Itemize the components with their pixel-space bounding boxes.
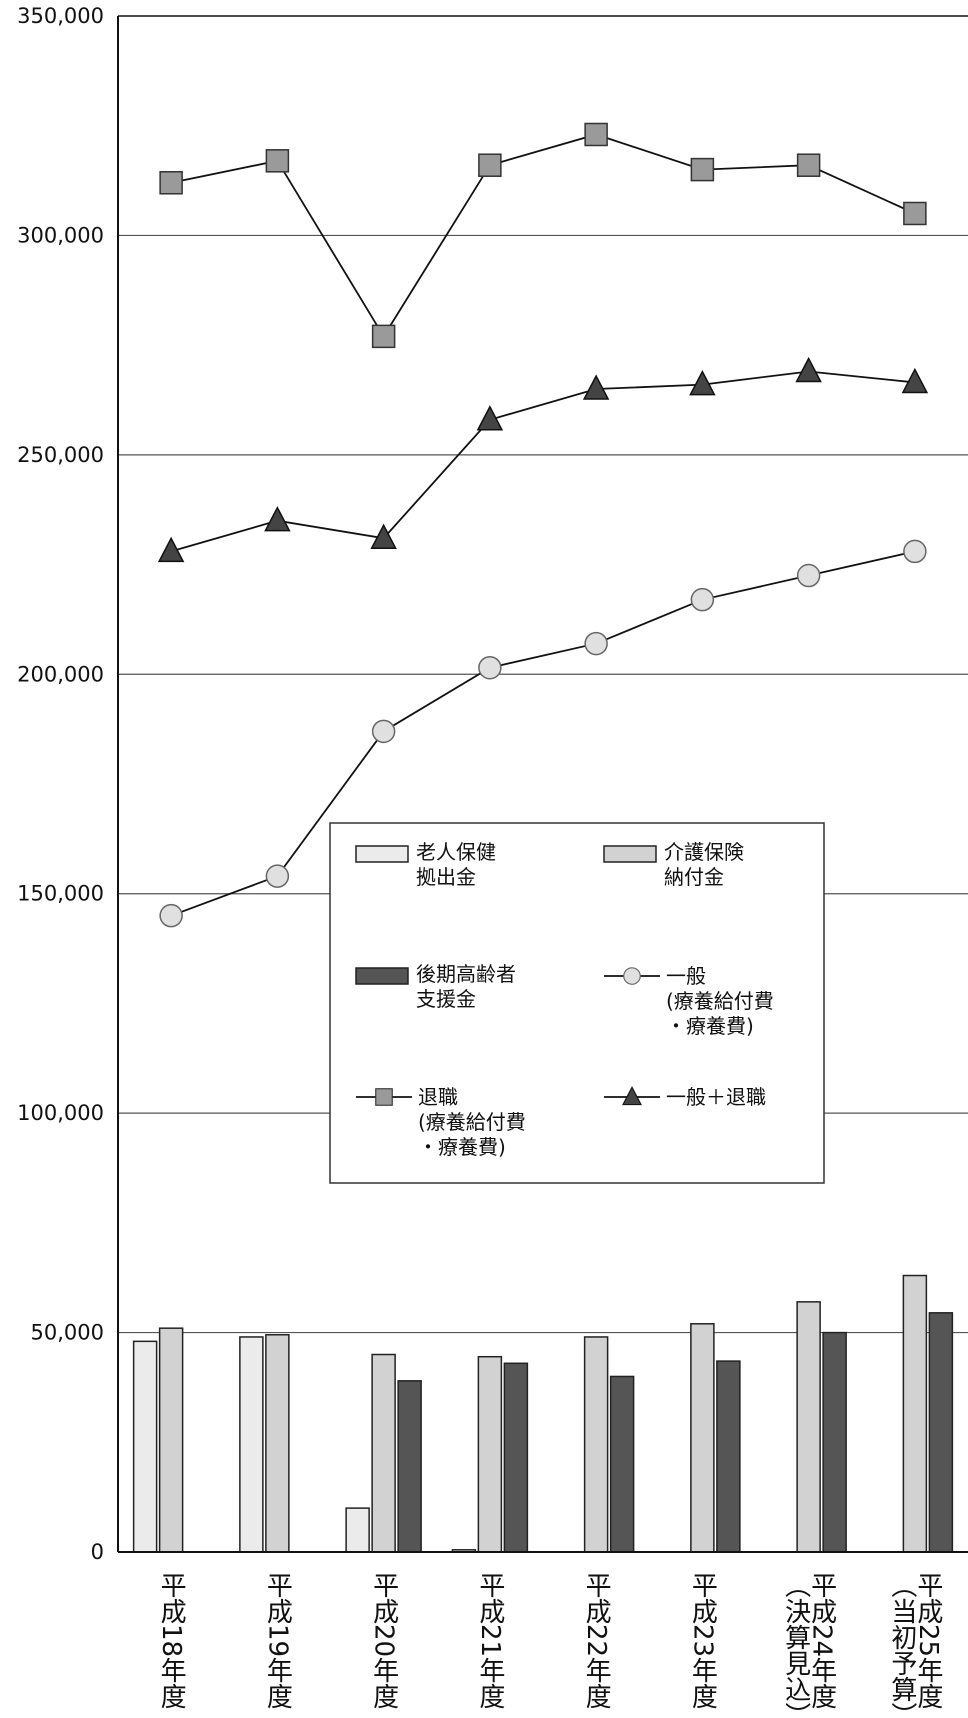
- line-point: [690, 587, 715, 612]
- x-tick-label: 平成22年度: [581, 1572, 611, 1709]
- bar: [371, 1353, 396, 1553]
- line-point: [265, 864, 290, 888]
- x-tick-label: 平成18年度: [156, 1572, 186, 1709]
- bar: [239, 1336, 264, 1553]
- legend-swatch: [355, 845, 409, 863]
- line-point: [371, 719, 396, 744]
- x-tick-label: 平成21年度: [475, 1572, 505, 1709]
- line-point: [901, 367, 929, 394]
- line-point: [476, 405, 504, 431]
- legend-swatch: [355, 967, 409, 985]
- x-tick-label: 平成19年度: [262, 1572, 292, 1709]
- bar: [345, 1507, 370, 1553]
- line-point: [689, 370, 716, 396]
- line-point: [796, 153, 821, 177]
- axes: [117, 15, 968, 1553]
- legend-box: [329, 822, 825, 1184]
- series-line: [170, 550, 916, 917]
- bar: [583, 1336, 609, 1553]
- line-marks: [157, 122, 929, 928]
- bar: [690, 1323, 715, 1553]
- y-tick-label: 350,000: [17, 4, 104, 28]
- line-point: [903, 201, 927, 226]
- y-tick-label: 200,000: [17, 662, 104, 686]
- bar: [132, 1340, 158, 1553]
- x-tick-label: 平成20年度: [369, 1572, 399, 1709]
- line-point: [264, 506, 291, 532]
- bar: [158, 1327, 184, 1553]
- bar: [796, 1301, 821, 1553]
- line-point: [903, 539, 927, 564]
- line-point: [584, 631, 608, 656]
- legend-marker: [375, 1088, 393, 1106]
- line-point: [159, 171, 183, 195]
- x-tick-label: （決算見込）: [781, 1572, 811, 1718]
- bar: [928, 1312, 954, 1553]
- series-line: [170, 370, 915, 553]
- line-point: [157, 536, 185, 563]
- legend-label: 一般(療養給付費・療養費): [666, 964, 774, 1038]
- x-tick-label: 平成24年度: [807, 1572, 837, 1709]
- legend-marker: [623, 967, 641, 985]
- x-tick-label: 平成25年度: [913, 1572, 943, 1709]
- series-line: [170, 133, 916, 339]
- line-point: [582, 374, 610, 400]
- x-axis-category-labels: 平成18年度 平成19年度 平成20年度 平成21年度 平成22年度 平成23年度 平成24…: [156, 1572, 943, 1718]
- line-point: [265, 149, 290, 173]
- y-axis-tick-labels: 0 50,000 100,000 150,000 200,000 250,000 300,0…: [17, 4, 104, 1564]
- bar: [265, 1334, 290, 1553]
- bar: [477, 1355, 503, 1553]
- bar: [716, 1360, 741, 1553]
- y-tick-label: 100,000: [17, 1101, 104, 1125]
- y-tick-label: 250,000: [17, 443, 104, 467]
- bar: [822, 1331, 847, 1553]
- line-point: [690, 157, 715, 182]
- legend-label: 老人保健拠出金: [416, 840, 496, 889]
- legend-label: 一般＋退職: [666, 1085, 766, 1109]
- y-tick-label: 0: [91, 1540, 104, 1564]
- x-tick-label: 平成23年度: [687, 1572, 717, 1709]
- bar: [397, 1380, 422, 1553]
- line-point: [370, 523, 397, 549]
- y-tick-label: 150,000: [17, 882, 104, 906]
- y-tick-label: 300,000: [17, 223, 104, 247]
- line-point: [584, 122, 608, 147]
- legend-marker: [622, 1086, 642, 1106]
- legend-label: 介護保険納付金: [664, 840, 744, 889]
- x-tick-label: （当初予算）: [887, 1572, 917, 1718]
- line-point: [478, 153, 502, 177]
- bar: [902, 1274, 928, 1553]
- bar: [503, 1362, 529, 1553]
- line-point: [371, 324, 396, 349]
- line-point: [795, 356, 822, 383]
- y-tick-label: 50,000: [31, 1321, 104, 1345]
- line-point: [159, 903, 183, 928]
- legend-label: 後期高齢者支援金: [416, 962, 516, 1011]
- line-point: [796, 563, 821, 588]
- legend-label: 退職(療養給付費・療養費): [418, 1085, 526, 1159]
- bar-marks: [132, 1274, 954, 1553]
- bar: [609, 1375, 635, 1553]
- legend-swatch: [603, 845, 657, 863]
- line-point: [478, 655, 502, 680]
